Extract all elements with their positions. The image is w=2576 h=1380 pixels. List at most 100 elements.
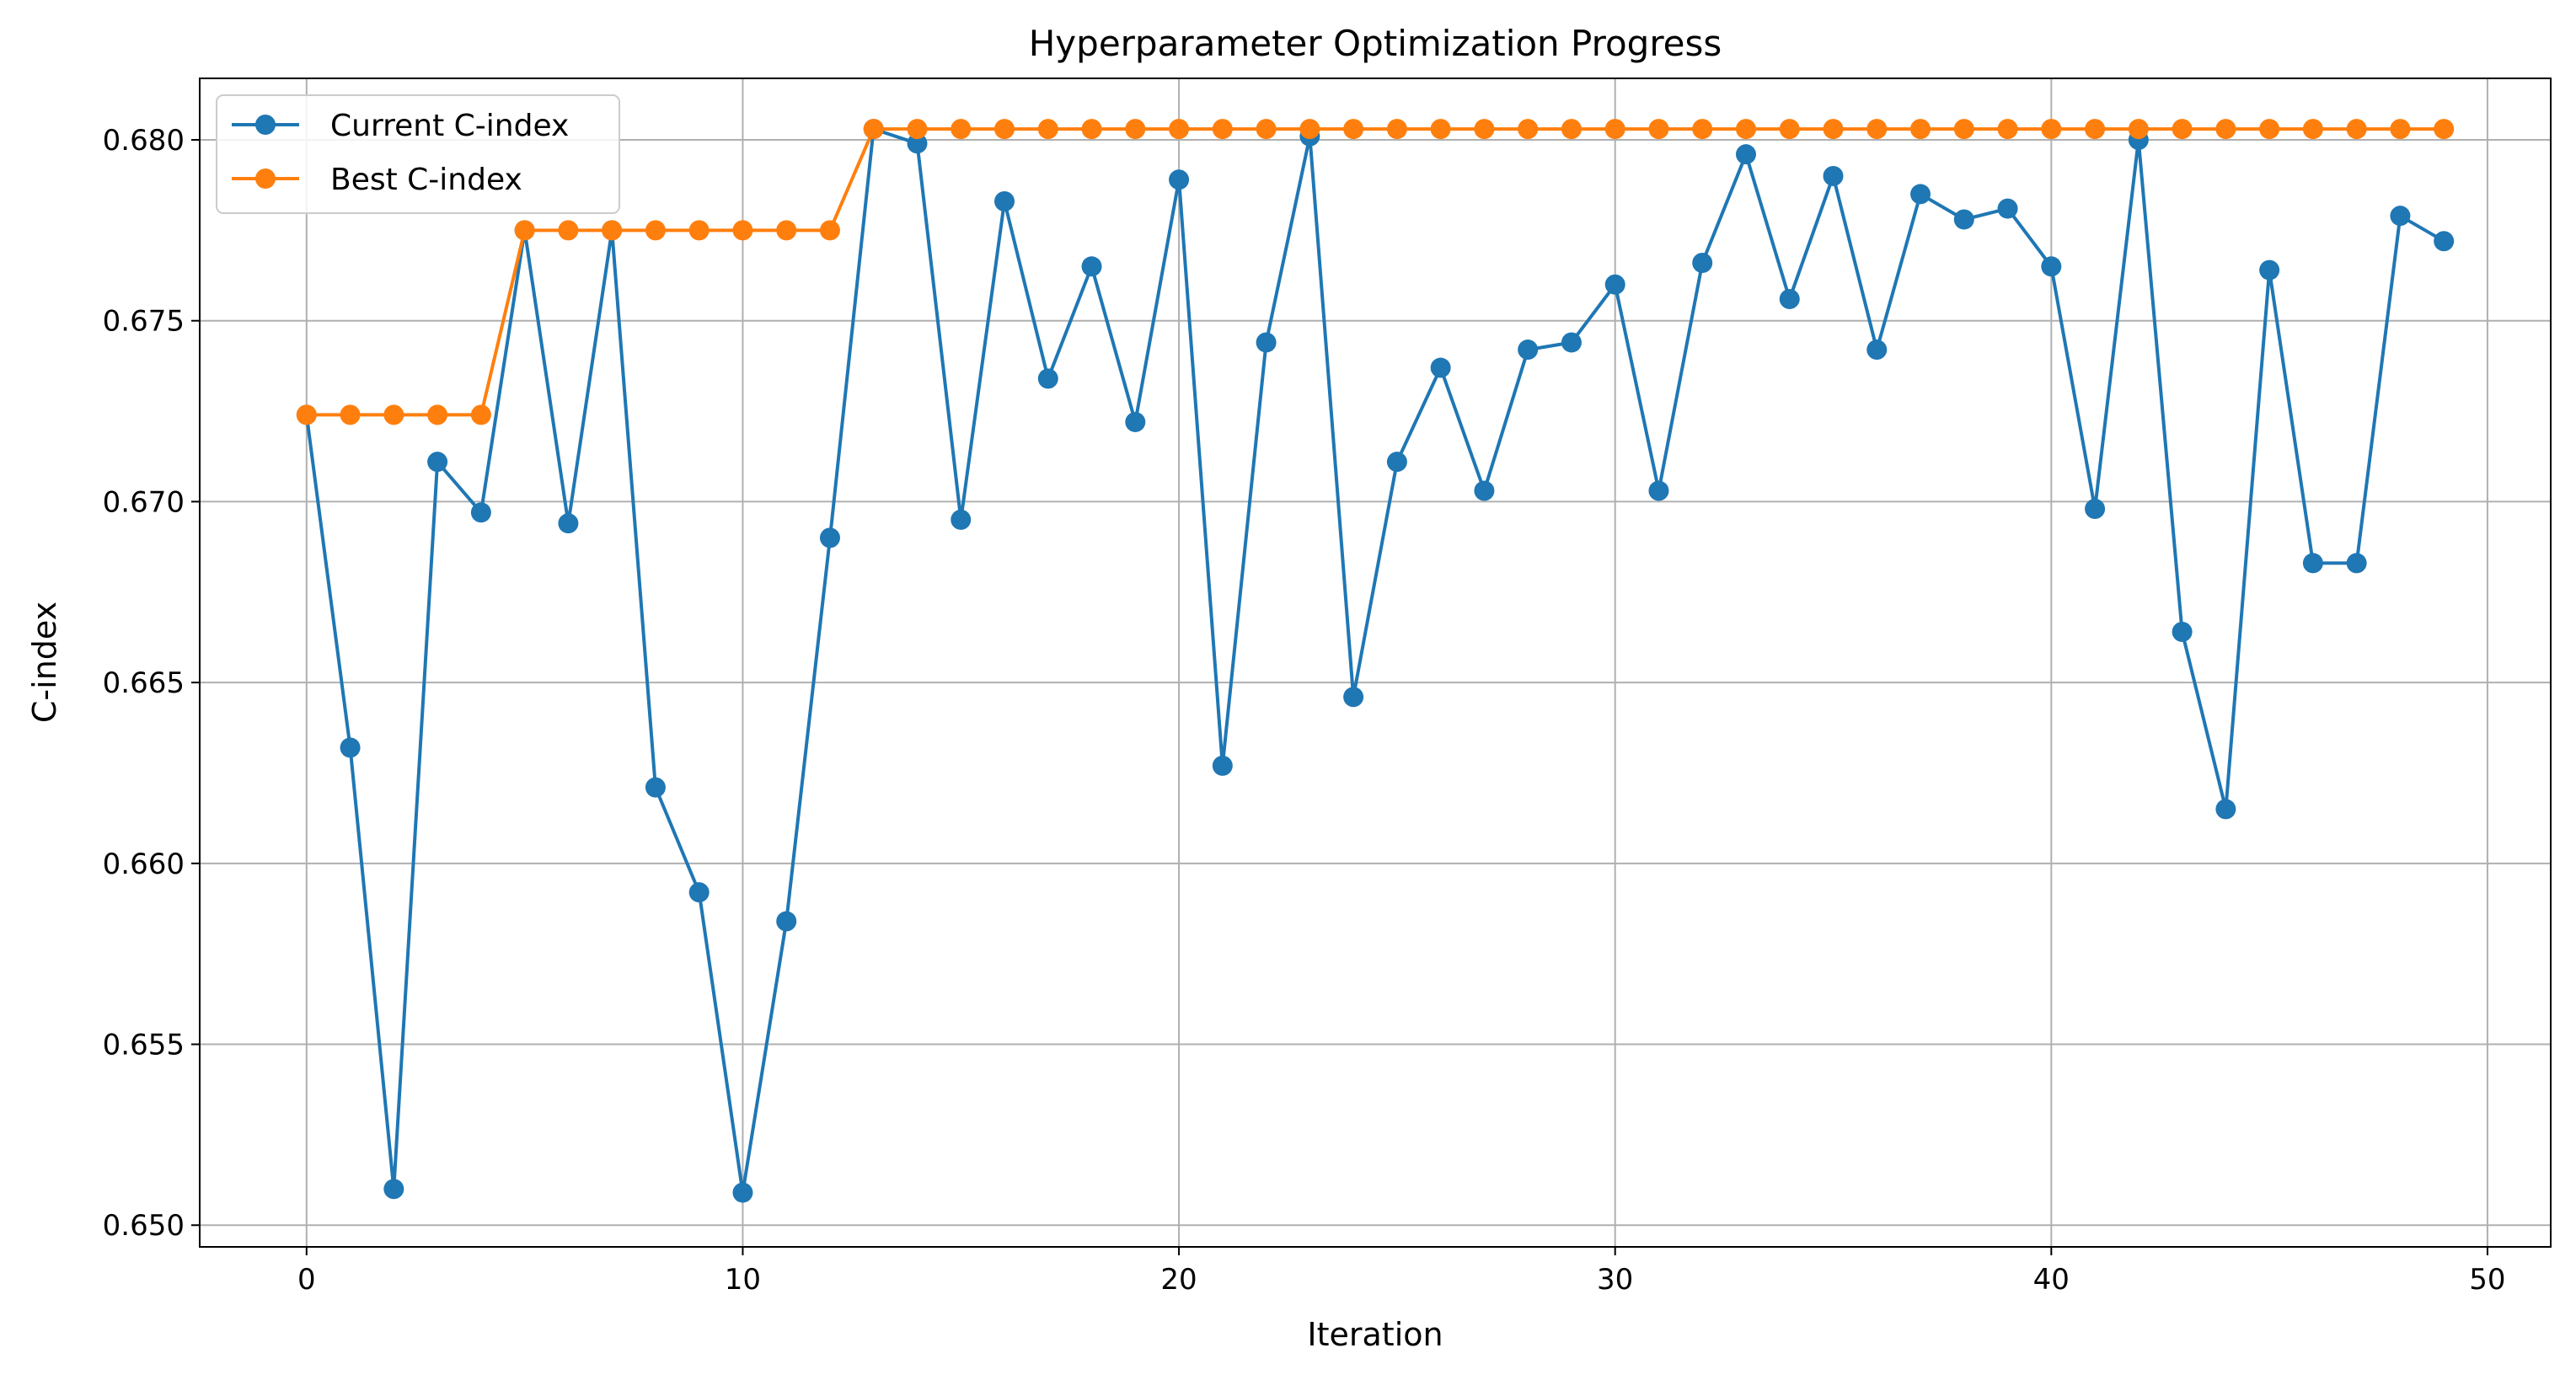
data-point-current (732, 1182, 753, 1203)
data-point-current (2390, 206, 2411, 227)
data-point-current (1256, 332, 1277, 353)
x-tick-label: 0 (297, 1263, 316, 1297)
data-point-current (2302, 553, 2323, 574)
chart-title: Hyperparameter Optimization Progress (1029, 23, 1722, 64)
data-point-best (1212, 119, 1233, 140)
legend-label-current: Current C-index (330, 109, 569, 143)
legend-marker-current (255, 115, 276, 135)
data-point-current (1604, 274, 1625, 295)
data-point-current (427, 452, 448, 473)
data-point-best (1823, 119, 1844, 140)
data-point-best (819, 220, 840, 241)
data-point-best (1518, 119, 1539, 140)
data-point-current (1735, 144, 1756, 165)
data-point-best (514, 220, 535, 241)
data-point-current (819, 527, 840, 548)
data-point-current (1169, 169, 1190, 190)
data-point-best (2085, 119, 2106, 140)
y-tick-label: 0.680 (103, 124, 185, 158)
data-point-current (1823, 165, 1844, 186)
data-point-current (1518, 340, 1539, 361)
data-point-best (1953, 119, 1974, 140)
data-point-best (296, 404, 317, 425)
data-point-current (1953, 209, 1974, 230)
data-point-best (2259, 119, 2280, 140)
data-point-best (1735, 119, 1756, 140)
data-point-best (1125, 119, 1146, 140)
data-point-current (1692, 253, 1713, 273)
data-point-current (1561, 332, 1582, 353)
data-point-current (1997, 198, 2018, 219)
data-point-current (1474, 480, 1495, 501)
data-point-current (2346, 553, 2367, 574)
legend-box (216, 94, 620, 214)
data-point-best (1343, 119, 1364, 140)
plot-frame (199, 78, 2552, 1248)
data-point-current (2259, 259, 2280, 281)
legend: Current C-index Best C-index (216, 94, 620, 214)
data-point-best (863, 119, 884, 140)
legend-marker-best (255, 168, 276, 189)
data-point-best (645, 220, 666, 241)
data-point-current (1910, 184, 1931, 205)
data-point-best (2041, 119, 2062, 140)
data-point-current (470, 502, 491, 523)
data-point-current (1037, 368, 1058, 389)
y-tick-label: 0.660 (103, 848, 185, 881)
data-point-best (1604, 119, 1625, 140)
data-point-best (1169, 119, 1190, 140)
data-point-best (994, 119, 1015, 140)
data-point-current (383, 1179, 404, 1200)
data-point-current (2434, 231, 2455, 252)
data-point-best (2128, 119, 2149, 140)
x-axis-label: Iteration (1307, 1316, 1443, 1353)
data-point-current (1430, 357, 1451, 378)
data-point-current (1386, 452, 1407, 473)
data-point-current (340, 737, 361, 758)
series-line-current (304, 127, 2445, 1195)
y-tick-label: 0.675 (103, 305, 185, 339)
data-point-best (1692, 119, 1713, 140)
data-point-current (1081, 256, 1102, 277)
y-tick-label: 0.670 (103, 485, 185, 519)
data-point-best (2172, 119, 2193, 140)
data-point-current (907, 133, 928, 154)
data-point-best (951, 119, 972, 140)
data-point-current (776, 911, 797, 932)
data-point-current (2085, 499, 2106, 519)
data-point-best (1386, 119, 1407, 140)
data-point-best (383, 404, 404, 425)
x-tick-label: 40 (2033, 1263, 2070, 1297)
data-point-best (1037, 119, 1058, 140)
axis-ticks: 0 10 20 30 40 50 0.650 0.655 0.660 0.665 0.670 0.67… (103, 124, 2506, 1297)
data-point-best (2434, 119, 2455, 140)
x-tick-label: 20 (1160, 1263, 1197, 1297)
series-best (296, 119, 2455, 425)
data-point-current (994, 191, 1015, 211)
data-point-current (645, 777, 666, 798)
data-point-best (776, 220, 797, 241)
y-axis-label: C-index (26, 602, 63, 723)
legend-label-best: Best C-index (330, 163, 522, 197)
data-point-best (1474, 119, 1495, 140)
x-tick-label: 50 (2469, 1263, 2505, 1297)
data-point-best (1081, 119, 1102, 140)
data-point-best (340, 404, 361, 425)
data-point-best (1997, 119, 2018, 140)
data-point-current (951, 509, 972, 530)
grid (200, 78, 2551, 1247)
data-point-best (2215, 119, 2236, 140)
data-point-best (1779, 119, 1800, 140)
data-point-best (1866, 119, 1888, 140)
data-point-best (2302, 119, 2323, 140)
data-point-best (1648, 119, 1669, 140)
data-point-current (1779, 288, 1800, 309)
data-point-current (1343, 687, 1364, 708)
y-tick-label: 0.650 (103, 1209, 185, 1243)
data-point-current (1866, 340, 1888, 361)
data-point-current (1125, 411, 1146, 432)
data-point-best (558, 220, 579, 241)
data-point-best (2346, 119, 2367, 140)
data-point-current (558, 513, 579, 534)
